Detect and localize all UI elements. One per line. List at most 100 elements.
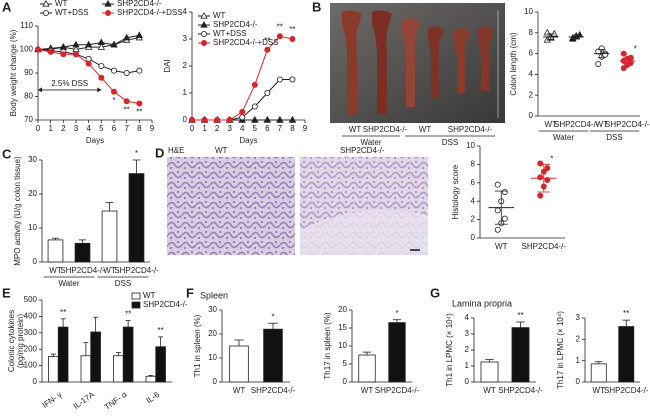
x-tick-label: SHP2CD4-/- [60, 266, 105, 275]
marker [98, 62, 105, 69]
x-tick-label: WT [103, 266, 116, 275]
y-tick-label: 10 [28, 223, 37, 232]
marker [122, 33, 131, 41]
marker [98, 74, 105, 81]
panel-title: Lamina propria [452, 298, 512, 308]
y-tick-label: 1 [576, 356, 581, 365]
marker [276, 115, 284, 123]
x-tick-label: SHP2CD4-/- [251, 386, 296, 395]
bar [145, 375, 157, 383]
y-tick-label: 5 [343, 359, 348, 368]
marker [85, 60, 92, 67]
panel-letter: E [2, 285, 11, 300]
marker [264, 46, 271, 53]
panel-letter: C [2, 146, 12, 161]
y-axis-label: Colon length (cm) [509, 32, 518, 95]
histology-detail [300, 210, 428, 255]
marker [123, 98, 130, 105]
marker [550, 29, 558, 37]
y-tick-label: 4 [529, 70, 534, 79]
x-tick-label: 9 [150, 124, 155, 133]
significance: * [395, 309, 398, 318]
legend-label: WT+DSS [55, 8, 89, 17]
x-tick-label: 0 [190, 124, 195, 133]
marker [214, 117, 221, 124]
marker [136, 67, 143, 74]
y-tick-label: 2 [183, 61, 188, 70]
y-tick-label: 2 [471, 215, 476, 224]
marker [620, 50, 627, 57]
y-tick-label: 2 [529, 90, 534, 99]
legend-label: WT+DSS [213, 29, 247, 38]
y-tick-label: 30 [208, 305, 217, 314]
x-tick-label: 6 [265, 124, 270, 133]
marker [251, 115, 259, 123]
photo-label: SHP2CD4-/- [448, 125, 493, 134]
group-label: Water [58, 279, 79, 288]
y-tick-label: 0 [343, 377, 348, 386]
legend-label: WT [213, 11, 226, 20]
x-tick-label: TNF- α [103, 390, 129, 412]
significance: ** [124, 105, 130, 114]
bar [358, 354, 376, 383]
marker [73, 51, 80, 58]
y-tick-label: 6 [529, 49, 534, 58]
marker [501, 188, 508, 195]
x-tick-label: WT [495, 242, 508, 251]
x-tick-label: 4 [240, 124, 245, 133]
y-axis-label: (pg/mg protein) [16, 314, 25, 369]
y-tick-label: 10 [338, 341, 347, 350]
bar [590, 363, 607, 383]
marker [251, 103, 258, 110]
bar [57, 326, 69, 383]
colon-photo [330, 3, 505, 123]
y-tick-label: 10 [208, 353, 217, 362]
marker [123, 70, 130, 77]
y-tick-label: 6 [471, 178, 476, 187]
x-tick-label: 5 [253, 124, 258, 133]
y-tick-label: 0 [576, 377, 581, 386]
x-tick-label: 4 [86, 124, 91, 133]
x-tick-label: SHP2CD4-/- [498, 386, 543, 395]
y-tick-label: 80 [24, 92, 33, 101]
y-tick-label: 200 [24, 344, 38, 353]
y-tick-label: 10 [466, 141, 475, 150]
y-tick-label: 2 [576, 334, 581, 343]
legend-marker [200, 40, 207, 47]
legend-marker [200, 20, 208, 28]
y-tick-label: 8 [529, 28, 534, 37]
legend-marker [42, 0, 50, 7]
marker [226, 117, 233, 124]
y-tick-label: 4 [465, 313, 470, 322]
x-tick-label: WT [545, 120, 558, 129]
bar [128, 173, 145, 263]
x-tick-label: WT [361, 386, 374, 395]
marker [72, 40, 80, 48]
x-tick-label: 0 [36, 124, 41, 133]
significance: * [271, 312, 274, 321]
legend-label: SHP2CD4-/-+DSS [117, 8, 183, 17]
x-tick-label: 3 [227, 124, 232, 133]
y-tick-label: 1 [465, 361, 470, 370]
x-tick-label: WT [233, 386, 246, 395]
y-tick-label: 0 [529, 111, 534, 120]
x-axis-label: Days [239, 136, 257, 145]
bar [90, 331, 101, 383]
y-tick-label: 100 [24, 361, 38, 370]
x-tick-label: SHP2CD4-/- [605, 120, 650, 129]
x-tick-label: 2 [61, 124, 66, 133]
legend-marker [105, 9, 112, 16]
x-tick-label: 3 [74, 124, 79, 133]
marker [111, 67, 118, 74]
significance: ** [264, 36, 270, 45]
photo-label: WT [419, 125, 432, 134]
image-label: WT [215, 146, 228, 155]
bar [48, 356, 59, 383]
significance: ** [136, 108, 142, 117]
significance: ** [60, 308, 66, 317]
histology-image [167, 157, 295, 255]
legend-label: SHP2CD4-/- [213, 20, 258, 29]
marker [494, 207, 501, 214]
y-tick-label: 30 [28, 155, 37, 164]
y-tick-label: 0 [183, 115, 188, 124]
